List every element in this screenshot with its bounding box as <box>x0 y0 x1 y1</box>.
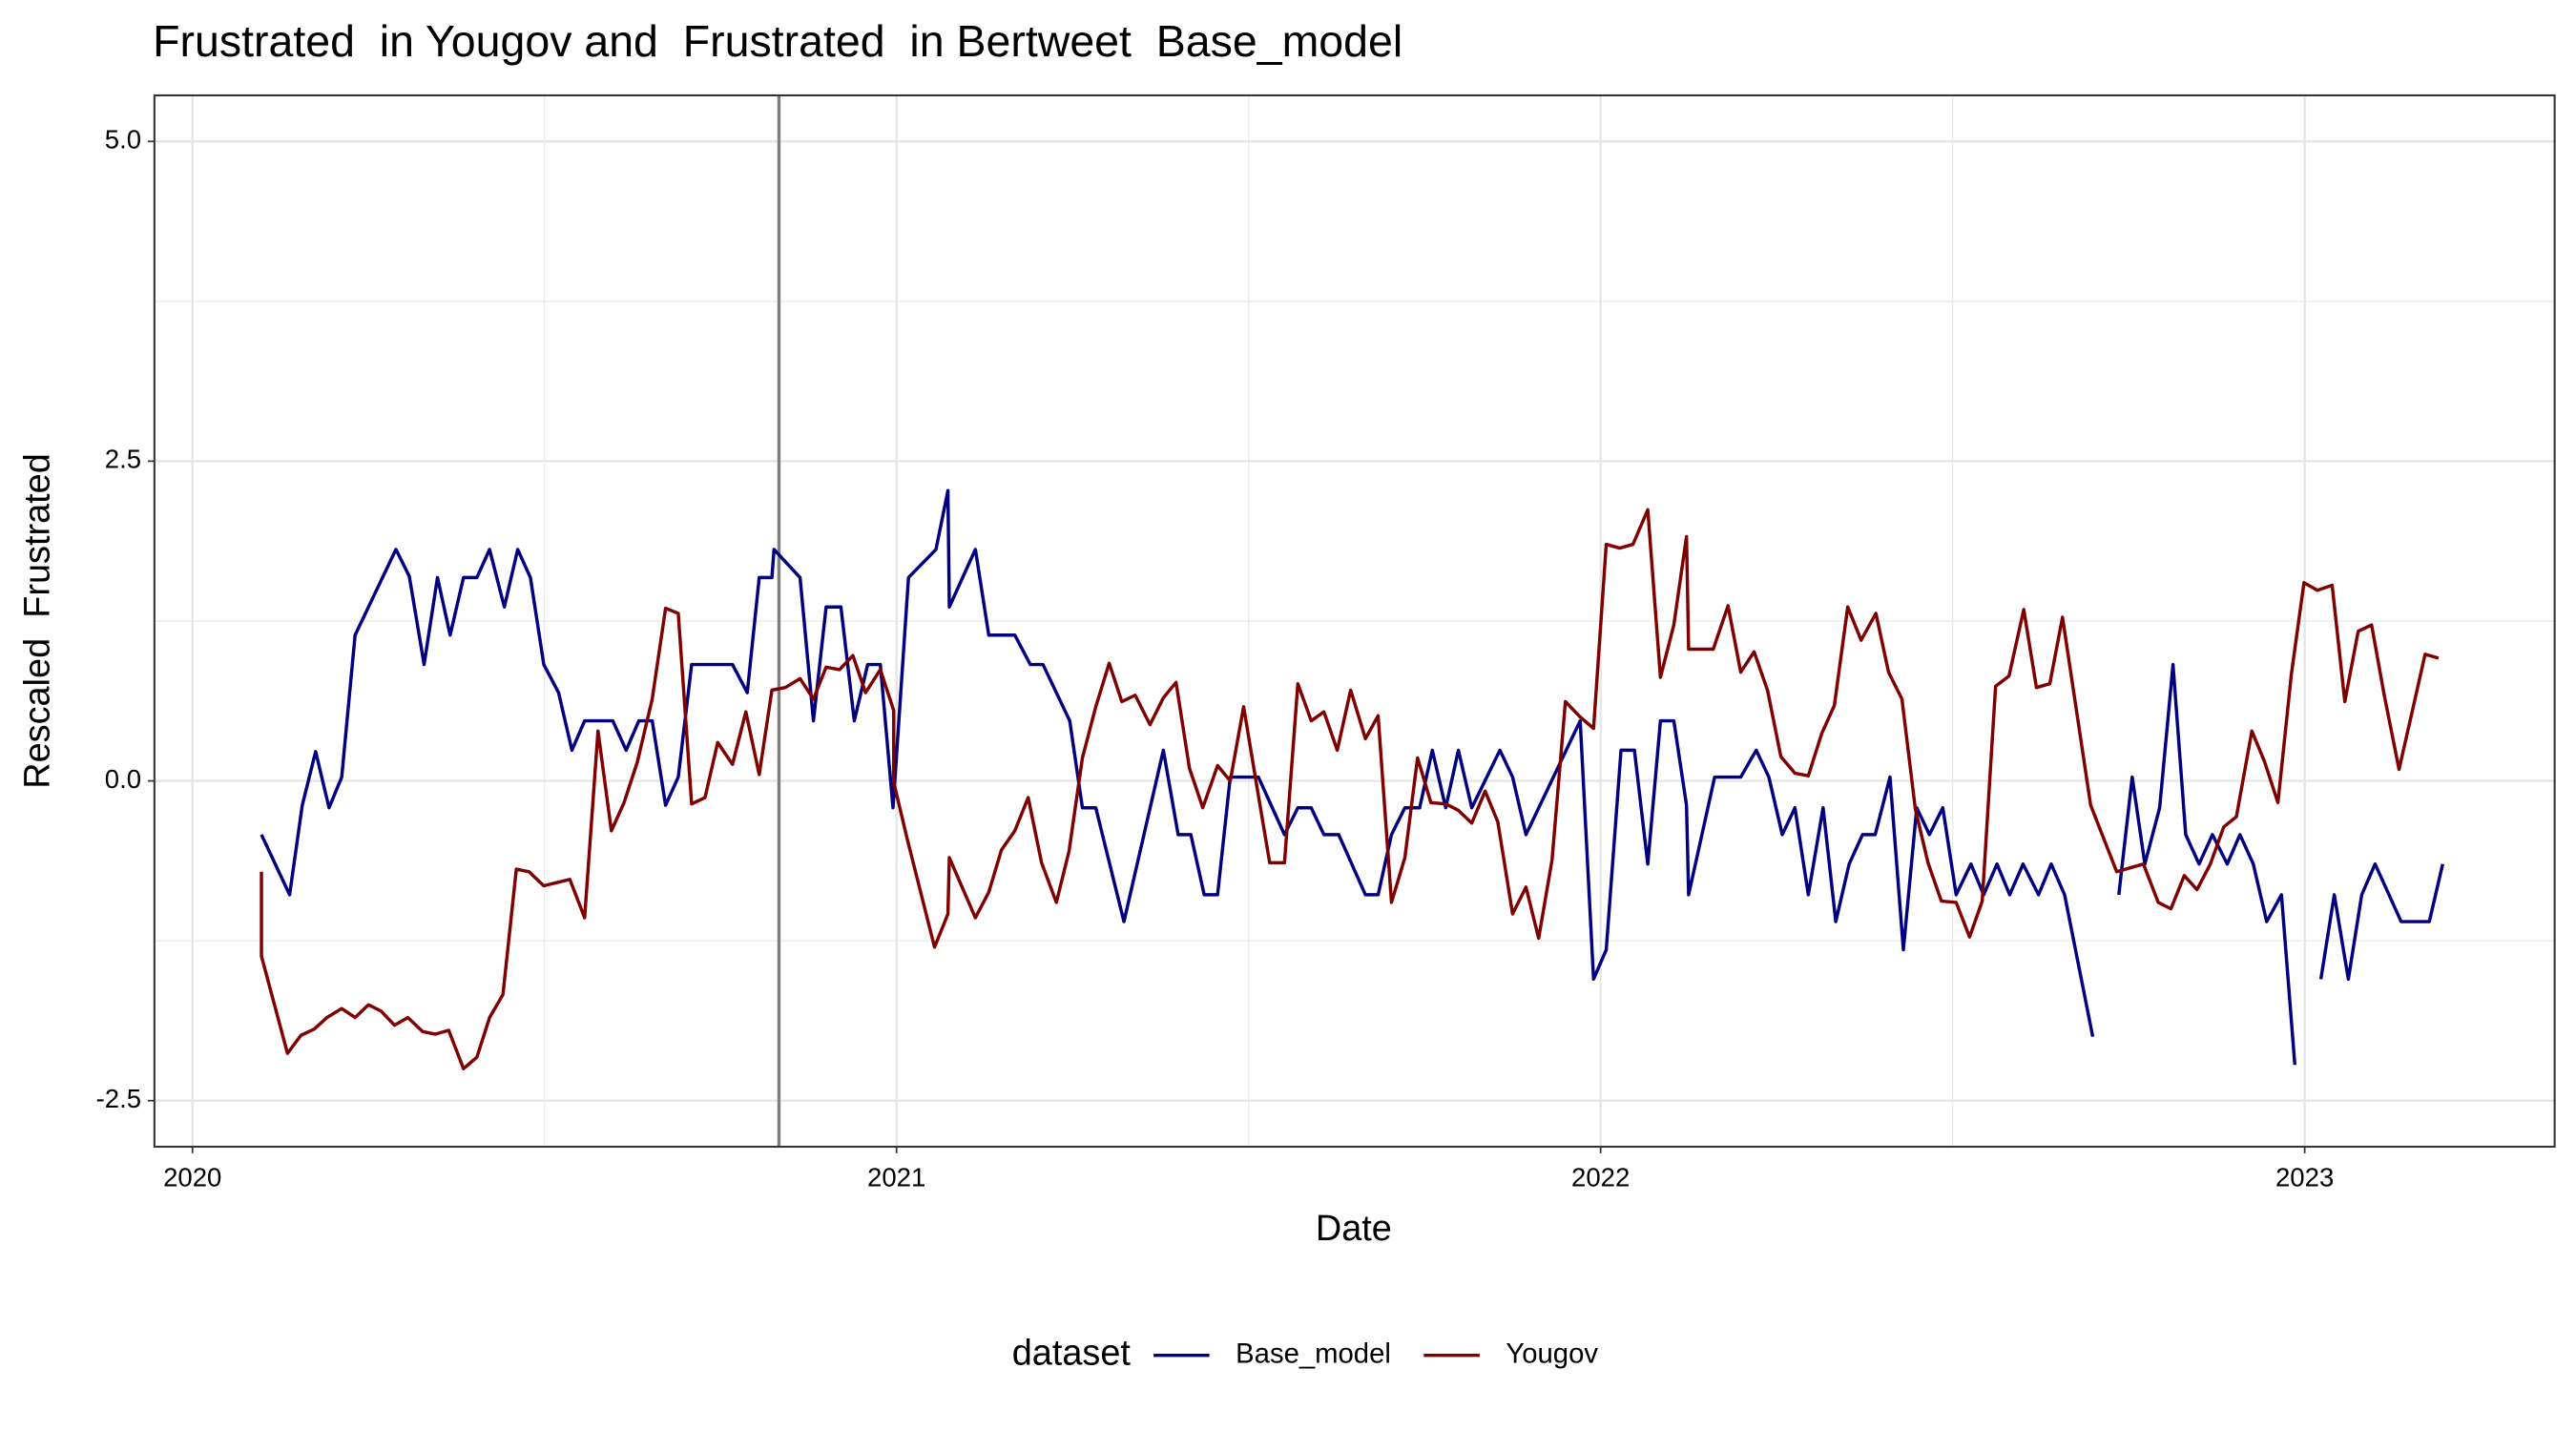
legend-label: Yougov <box>1506 1338 1598 1369</box>
plot-border <box>153 93 2556 1149</box>
legend-title: dataset <box>1012 1334 1132 1374</box>
x-tick-label: 2022 <box>1571 1163 1630 1192</box>
chart-title: Frustrated in Yougov and Frustrated in B… <box>153 16 1402 66</box>
data-line <box>260 508 2440 1070</box>
y-tick-label: 2.5 <box>105 445 141 474</box>
plot-area: 5.0 2.5 0.0 -2.5 2020 2021 2022 2023 <box>96 93 2556 1192</box>
x-axis-title: Date <box>1316 1209 1392 1249</box>
y-tick-label: 0.0 <box>105 764 141 794</box>
data-line <box>260 488 2444 1066</box>
y-tick-label: 5.0 <box>105 125 141 155</box>
x-tick-label: 2023 <box>2275 1163 2334 1192</box>
x-tick-label: 2020 <box>163 1163 221 1192</box>
y-axis-title: Rescaled Frustrated <box>17 453 57 789</box>
legend: dataset Base_model Yougov <box>1012 1334 1599 1374</box>
y-tick-label: -2.5 <box>96 1084 141 1113</box>
x-tick-label: 2021 <box>867 1163 925 1192</box>
legend-label: Base_model <box>1236 1338 1391 1369</box>
